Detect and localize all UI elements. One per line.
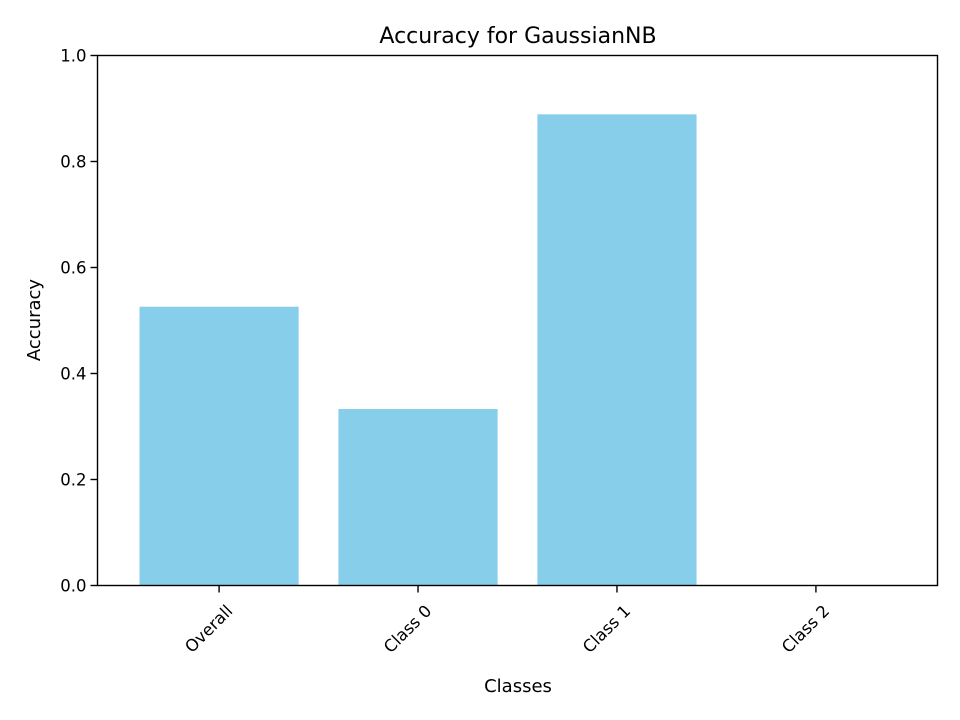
y-axis-ticks: 0.0 0.2 0.4 0.6 0.8 1.0 — [60, 47, 98, 596]
y-tick-label: 0.4 — [60, 365, 86, 384]
y-tick-label: 0.0 — [60, 577, 86, 596]
y-axis-label: Accuracy — [24, 279, 45, 362]
x-axis-label: Classes — [484, 676, 552, 697]
chart-title: Accuracy for GaussianNB — [379, 24, 656, 49]
y-tick-label: 1.0 — [60, 47, 86, 66]
y-tick-label: 0.8 — [60, 153, 86, 172]
bar-class-0 — [338, 409, 498, 586]
y-tick-label: 0.6 — [60, 259, 86, 278]
y-tick-label: 0.2 — [60, 471, 86, 490]
bar-class-1 — [537, 114, 697, 586]
plot-frame — [96, 54, 939, 587]
bar-overall — [139, 306, 299, 586]
bars-group — [139, 114, 697, 586]
